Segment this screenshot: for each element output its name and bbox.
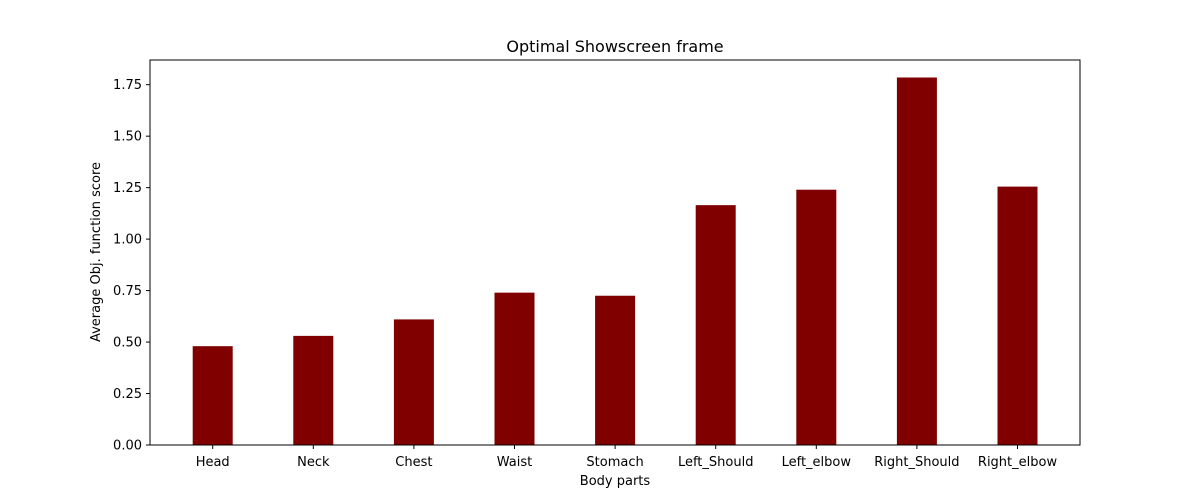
chart-title: Optimal Showscreen frame <box>506 37 723 56</box>
bar-head <box>192 346 233 445</box>
x-tick-label: Neck <box>297 455 330 470</box>
bar-waist <box>494 292 535 445</box>
x-tick-label: Head <box>196 455 230 470</box>
y-tick-label: 0.00 <box>113 439 142 454</box>
bar-stomach <box>595 295 636 445</box>
y-tick-label: 1.75 <box>113 78 142 93</box>
y-tick-label: 0.25 <box>113 387 142 402</box>
x-tick-label: Chest <box>395 455 432 470</box>
bar-neck <box>293 335 334 445</box>
y-tick-label: 0.75 <box>113 284 142 299</box>
x-tick-label: Right_elbow <box>978 455 1058 470</box>
y-tick-label: 1.00 <box>113 233 142 248</box>
bar-left-should <box>695 205 736 445</box>
x-tick-label: Left_Should <box>678 455 754 470</box>
x-tick-label: Left_elbow <box>782 455 852 470</box>
bar-right-elbow <box>997 186 1038 445</box>
bar-right-should <box>896 77 937 445</box>
bars-group <box>192 77 1038 445</box>
y-axis-ticks: 0.00 0.25 0.50 0.75 1.00 1.25 1.50 1.75 <box>113 78 150 454</box>
bar-left-elbow <box>796 189 837 445</box>
x-tick-label: Stomach <box>586 455 643 470</box>
x-tick-label: Waist <box>497 455 532 470</box>
bar-chest <box>393 319 434 445</box>
y-tick-label: 1.50 <box>113 130 142 145</box>
y-tick-label: 0.50 <box>113 336 142 351</box>
x-axis-ticks: Head Neck Chest Waist Stomach Left_Should Left… <box>196 445 1058 470</box>
y-tick-label: 1.25 <box>113 181 142 196</box>
x-axis-label: Body parts <box>580 474 651 489</box>
x-tick-label: Right_Should <box>874 455 959 470</box>
y-axis-label: Average Obj. function score <box>89 162 104 342</box>
plot-frame <box>149 59 1081 446</box>
